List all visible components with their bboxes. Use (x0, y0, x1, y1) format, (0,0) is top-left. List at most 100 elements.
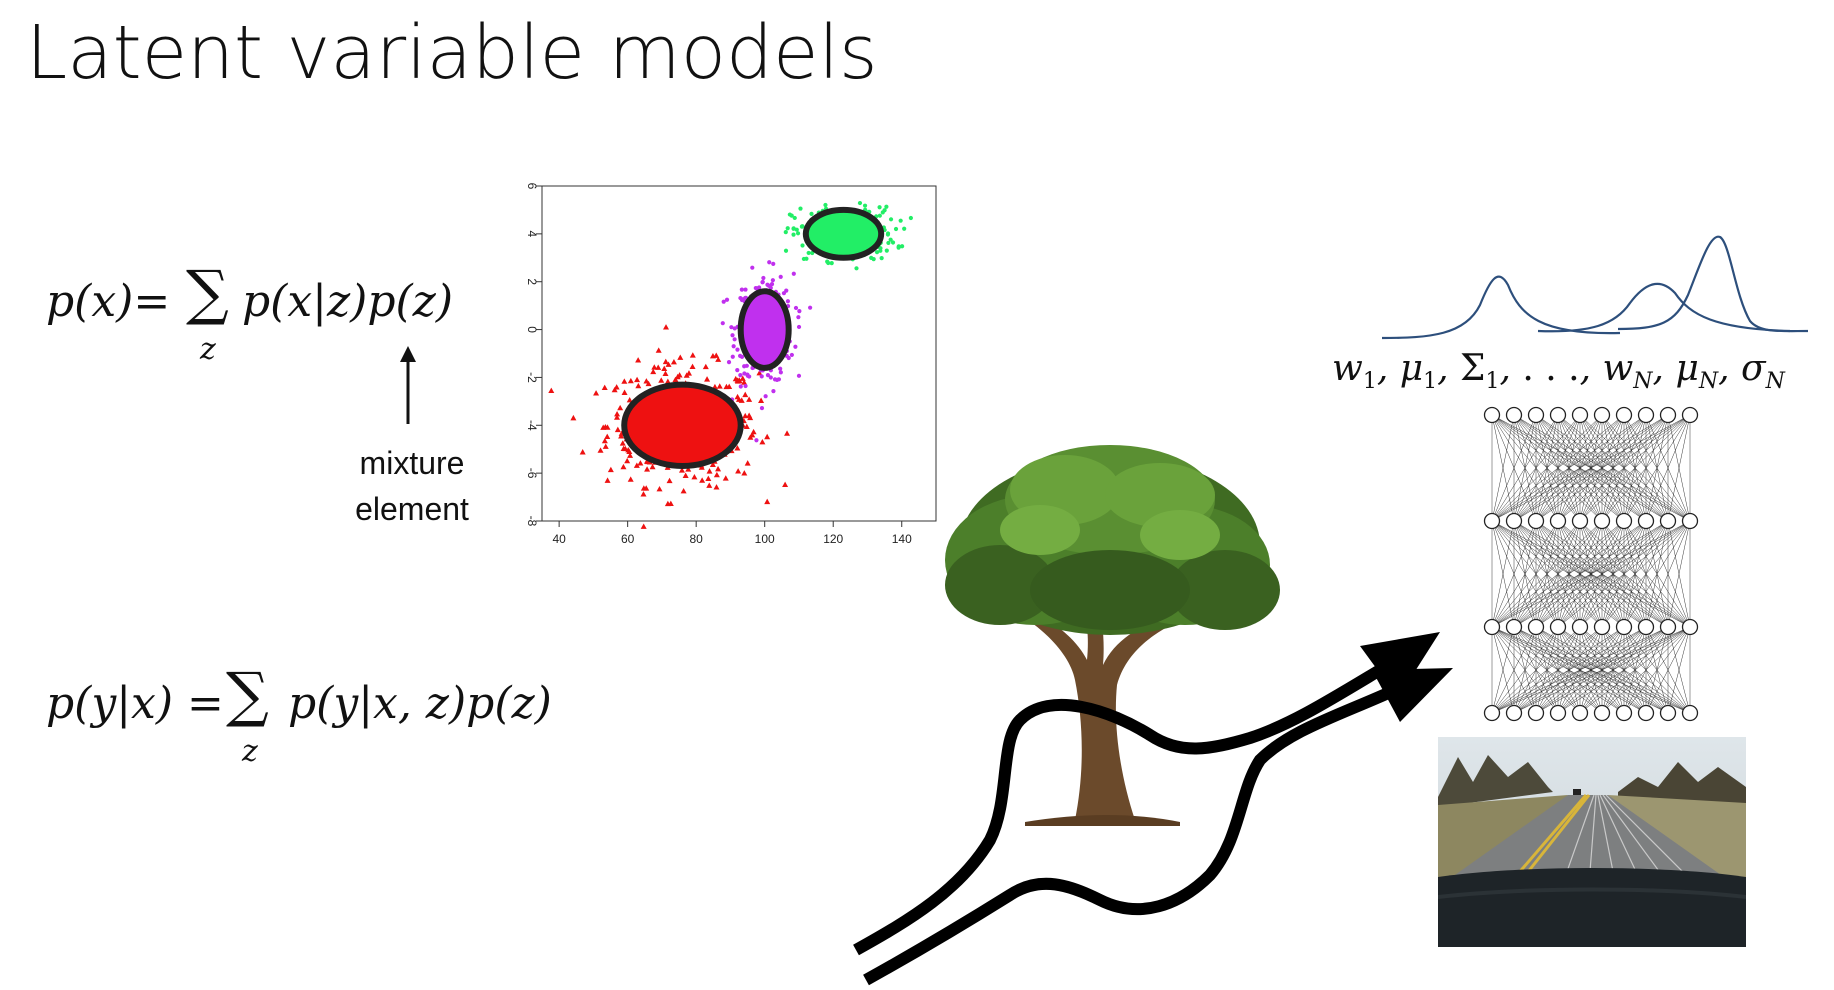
nn-node-layer-3 (1593, 618, 1611, 636)
nn-node-layer-1 (1615, 406, 1633, 424)
scatter-point (800, 243, 805, 248)
scatter-point (689, 352, 696, 358)
scatter-point (741, 470, 748, 476)
conditional-equation-lhs: p(y|x) = (46, 678, 224, 729)
y-tick-label: -8 (525, 516, 539, 527)
x-tick-label: 100 (755, 532, 775, 546)
scatter-point (739, 287, 744, 292)
scatter-point (793, 305, 799, 311)
scatter-point (614, 414, 621, 420)
nn-node-layer-4 (1549, 704, 1567, 722)
nn-node-layer-3 (1549, 618, 1567, 636)
scatter-point (886, 240, 891, 246)
scatter-point (732, 337, 737, 342)
tree-icon (945, 445, 1280, 826)
nn-node-layer-4 (1681, 704, 1699, 722)
scatter-point (720, 321, 725, 326)
scatter-point (713, 484, 720, 490)
scatter-point (742, 412, 749, 419)
scatter-point (715, 465, 722, 472)
scatter-point (674, 373, 681, 380)
scatter-point (614, 410, 621, 417)
scatter-point (651, 364, 658, 370)
mixture-label-line2: element (355, 491, 469, 527)
nn-node-layer-2 (1659, 512, 1677, 530)
scatter-point (809, 211, 814, 217)
nn-connections (1491, 414, 1691, 714)
scatter-point (706, 468, 713, 474)
gaussian-parameters: w1, μ1, Σ1, . . ., wN, μN, σN (1332, 348, 1785, 395)
scatter-point (620, 463, 627, 470)
scatter-point (798, 206, 803, 211)
param-muN: μN (1675, 348, 1719, 395)
nn-node-layer-3 (1483, 618, 1501, 636)
scatter-point (749, 432, 756, 438)
scatter-point (754, 438, 759, 443)
scatter-point (793, 344, 798, 349)
scatter-point (745, 372, 750, 377)
scatter-point (658, 377, 665, 383)
param-wN: wN (1602, 348, 1653, 395)
scatter-point (677, 354, 684, 360)
scatter-point (808, 305, 813, 310)
scatter-point (614, 426, 621, 433)
scatter-point (795, 231, 801, 236)
scatter-point (731, 344, 736, 349)
scatter-point (602, 443, 609, 449)
scatter-point (627, 452, 634, 458)
scatter-point (729, 325, 734, 330)
gaussian-mixture-scatter-plot: 40 60 80 100 120 140 -8 -6 -4 -2 0 2 4 6 (525, 183, 937, 546)
scatter-point (685, 466, 692, 472)
scatter-point (771, 261, 776, 267)
nn-node-layer-2 (1593, 512, 1611, 530)
scatter-point (735, 347, 740, 352)
y-tick-label: 0 (525, 326, 539, 333)
scatter-point (898, 218, 903, 223)
nn-node-layer-4 (1483, 704, 1501, 722)
scatter-point (744, 363, 749, 368)
nn-node-layer-1 (1659, 406, 1677, 424)
scatter-point (770, 278, 775, 283)
scatter-point (621, 378, 628, 384)
scatter-point (869, 255, 874, 260)
x-tick-label: 40 (552, 532, 566, 546)
scatter-point (633, 462, 640, 468)
scatter-point (640, 491, 647, 497)
scatter-point (879, 256, 884, 261)
conditional-equation: p(y|x) = ∑ z p(y|x, z)p(z) (46, 660, 552, 769)
mixture-sum-index: z (200, 332, 216, 367)
scatter-point (782, 481, 789, 488)
scatter-point (735, 367, 740, 373)
mixture-equation: p(x)= ∑ z p(x|z)p(z) (46, 258, 453, 367)
nn-node-layer-1 (1527, 406, 1545, 424)
scatter-point (759, 439, 766, 445)
y-tick-label: 6 (525, 183, 539, 190)
scatter-point (716, 383, 723, 389)
scatter-point (756, 369, 763, 376)
scatter-point (734, 445, 741, 451)
nn-node-layer-2 (1527, 512, 1545, 530)
scatter-point (670, 359, 677, 365)
y-tick-label: -6 (525, 468, 539, 479)
scatter-point (621, 389, 628, 395)
scatter-point (548, 387, 555, 393)
scatter-point (655, 364, 662, 370)
scatter-point (613, 384, 620, 390)
scatter-point (908, 215, 913, 221)
nn-node-layer-1 (1681, 406, 1699, 424)
scatter-point (664, 500, 671, 507)
scatter-point (734, 393, 741, 400)
nn-node-layer-2 (1637, 512, 1655, 530)
scatter-point (706, 482, 713, 488)
scatter-point (705, 475, 712, 481)
cluster-ellipse-3 (802, 206, 885, 261)
param-ellipsis: . . . (1522, 348, 1580, 389)
scatter-point (604, 477, 611, 483)
gaussian-curve-3 (1617, 235, 1809, 333)
slide-title: Latent variable models (26, 10, 878, 96)
scatter-point (738, 384, 743, 389)
scatter-point (778, 366, 783, 371)
scatter-point (640, 523, 647, 529)
mixture-equation-lhs: p(x)= (46, 276, 171, 327)
scatter-point (637, 460, 644, 466)
